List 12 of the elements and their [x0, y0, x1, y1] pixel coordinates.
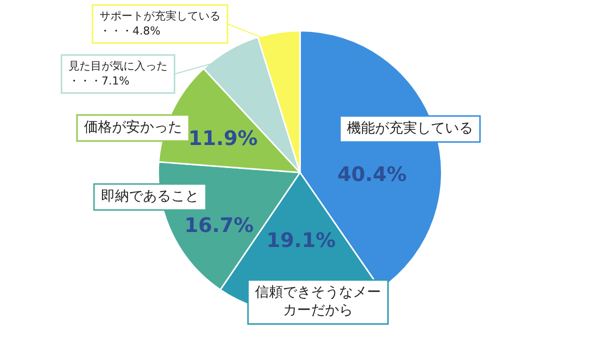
slice-label: 機能が充実している [347, 120, 473, 137]
slice-label: 信頼できそうなメーカーだから [255, 284, 381, 319]
slice-label: 価格が安かった [84, 120, 182, 136]
data-label: ・・・4.8% [100, 24, 160, 38]
data-label: ・・・7.1% [68, 74, 130, 88]
data-label: 11.9% [188, 126, 258, 150]
slice-label: 即納であること [101, 188, 199, 205]
data-label: 40.4% [337, 162, 407, 186]
data-label: 19.1% [266, 228, 336, 252]
slice-label: サポートが充実している [100, 9, 220, 22]
data-label: 16.7% [184, 213, 254, 238]
slice-label: 見た目が気に入った [68, 59, 168, 72]
